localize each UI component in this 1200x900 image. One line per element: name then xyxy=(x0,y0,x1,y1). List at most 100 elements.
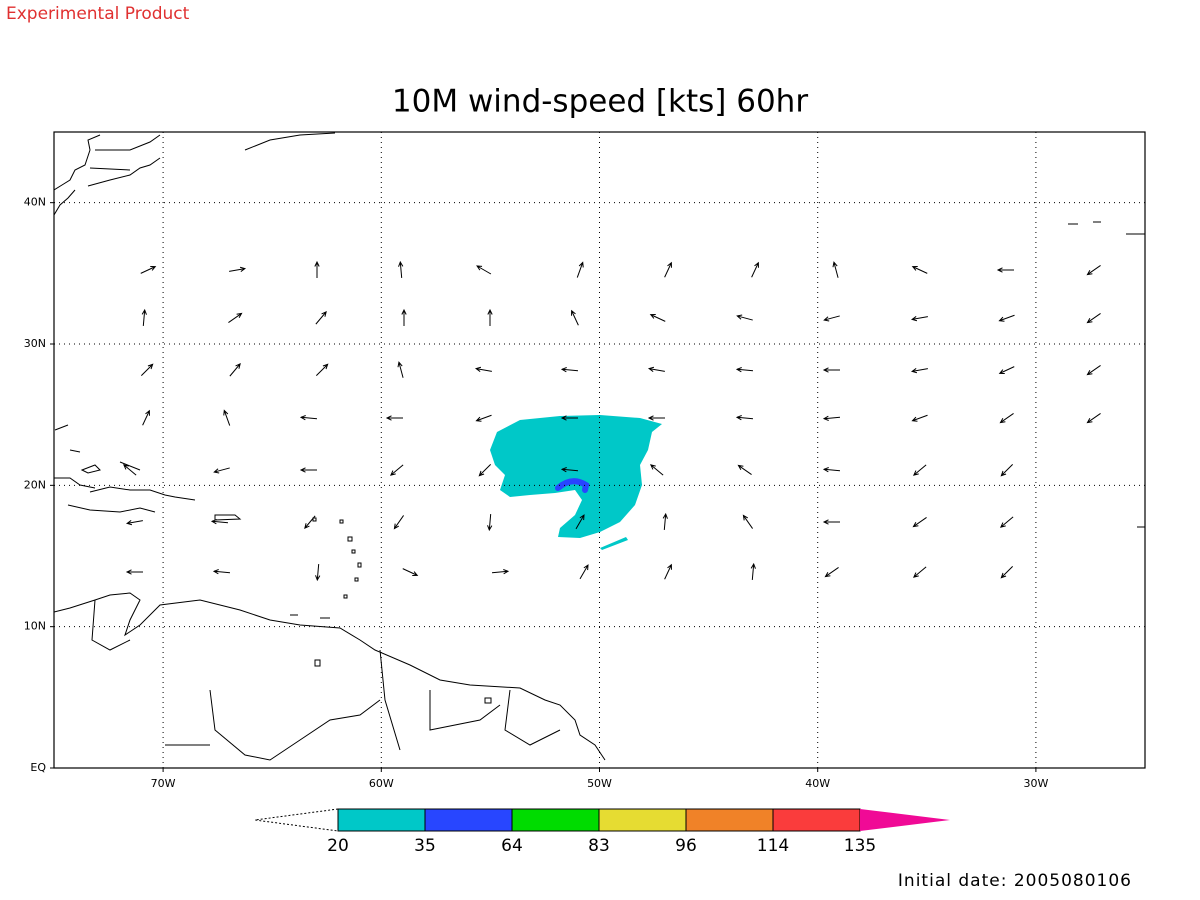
experimental-label: Experimental Product xyxy=(6,4,190,24)
wind-arrow xyxy=(385,415,403,421)
colorbar-label: 114 xyxy=(757,836,789,856)
coastline xyxy=(54,424,242,521)
coastline xyxy=(54,132,336,216)
wind-arrow xyxy=(1086,413,1101,424)
wind-arrow xyxy=(229,362,241,377)
colorbar-box xyxy=(511,808,600,832)
wind-arrow xyxy=(998,314,1015,322)
wind-arrow xyxy=(140,266,157,274)
wind-arrow xyxy=(911,266,928,274)
coastline xyxy=(54,592,606,761)
wind-arrow xyxy=(647,366,665,372)
wind-arrow xyxy=(822,415,841,421)
wind-arrow xyxy=(735,415,754,421)
wind-arrow xyxy=(1086,265,1101,276)
map-title: 10M wind-speed [kts] 60hr xyxy=(392,84,808,120)
wind-arrow xyxy=(1086,365,1101,376)
wind-arrow xyxy=(823,315,840,322)
wind-arrow xyxy=(662,512,668,531)
wind-arrow xyxy=(1000,463,1014,477)
lon-tick-label: 40W xyxy=(805,777,830,790)
coastlines xyxy=(54,132,1145,761)
colorbar-over xyxy=(860,809,950,831)
wind-arrow xyxy=(402,568,419,576)
wind-arrow xyxy=(304,515,316,530)
wind-arrow xyxy=(122,464,137,476)
wind-arrow xyxy=(487,308,493,326)
wind-arrow xyxy=(912,464,927,476)
wind-arrow xyxy=(736,314,753,321)
colorbar-label: 96 xyxy=(675,836,697,856)
colorbar-box xyxy=(424,808,513,832)
wind-arrow xyxy=(911,414,928,422)
wind-arrow xyxy=(571,309,579,326)
wind-arrow xyxy=(824,567,839,578)
colorbar-box xyxy=(337,808,426,832)
wind-arrow xyxy=(141,308,147,327)
wind-arrow xyxy=(575,514,585,530)
colorbar-label: 135 xyxy=(844,836,876,856)
wind-arrow xyxy=(228,312,243,323)
initial-date: Initial date: 2005080106 xyxy=(898,871,1132,891)
wind-arrow xyxy=(478,463,492,477)
lat-tick-label: 10N xyxy=(24,620,46,633)
map-frame xyxy=(53,131,1146,769)
wind-arrow xyxy=(576,261,584,278)
wind-arrow xyxy=(998,366,1015,374)
wind-arrow xyxy=(212,569,231,575)
wind-arrow xyxy=(735,367,754,373)
wind-arrow xyxy=(229,266,247,272)
shade-area xyxy=(555,478,590,493)
wind-arrow xyxy=(999,413,1014,424)
lon-tick-label: 70W xyxy=(151,777,176,790)
wind-arrow xyxy=(476,265,492,275)
lat-tick-label: 40N xyxy=(24,196,46,209)
wind-arrow xyxy=(649,314,666,322)
wind-arrow xyxy=(393,515,404,530)
wind-arrow xyxy=(664,563,672,580)
wind-arrow xyxy=(299,467,317,473)
wind-arrow xyxy=(912,517,927,528)
wind-arrow xyxy=(125,569,143,575)
wind-arrow xyxy=(389,464,404,476)
wind-vectors xyxy=(122,260,1101,582)
colorbar-label: 64 xyxy=(501,836,523,856)
wind-arrow xyxy=(140,363,154,377)
wind-arrow xyxy=(475,414,492,422)
wind-arrow xyxy=(664,261,672,278)
lat-tick-label: 20N xyxy=(24,478,46,491)
wind-arrow xyxy=(579,564,589,580)
wind-arrow xyxy=(299,415,318,421)
wind-arrow xyxy=(210,519,229,525)
colorbar-box xyxy=(685,808,774,832)
wind-arrow xyxy=(560,467,579,473)
wind-arrow xyxy=(398,260,404,279)
wind-arrow xyxy=(491,569,510,575)
wind-arrow xyxy=(223,409,231,426)
wind-arrow xyxy=(750,562,756,581)
wind-arrow xyxy=(910,316,928,322)
wind-arrow xyxy=(822,367,840,373)
lon-tick-label: 50W xyxy=(587,777,612,790)
wind-arrow xyxy=(315,563,321,582)
wind-arrow xyxy=(474,366,492,372)
wind-arrow xyxy=(125,520,143,526)
colorbar-box xyxy=(772,808,861,832)
wind-arrow xyxy=(213,467,230,474)
wind-shading xyxy=(490,415,662,550)
wind-arrow xyxy=(397,361,404,378)
wind-arrow xyxy=(142,409,150,426)
colorbar-label: 20 xyxy=(327,836,349,856)
wind-arrow xyxy=(1086,313,1101,324)
wind-arrow xyxy=(742,514,753,529)
wind-arrow xyxy=(1000,565,1014,579)
wind-arrow xyxy=(315,363,329,377)
wind-arrow xyxy=(751,261,759,278)
lat-tick-label: 30N xyxy=(24,337,46,350)
wind-arrow xyxy=(560,415,578,421)
wind-arrow xyxy=(487,513,493,532)
wind-arrow xyxy=(822,519,840,525)
wind-arrow xyxy=(912,566,927,578)
wind-arrow xyxy=(999,516,1014,528)
